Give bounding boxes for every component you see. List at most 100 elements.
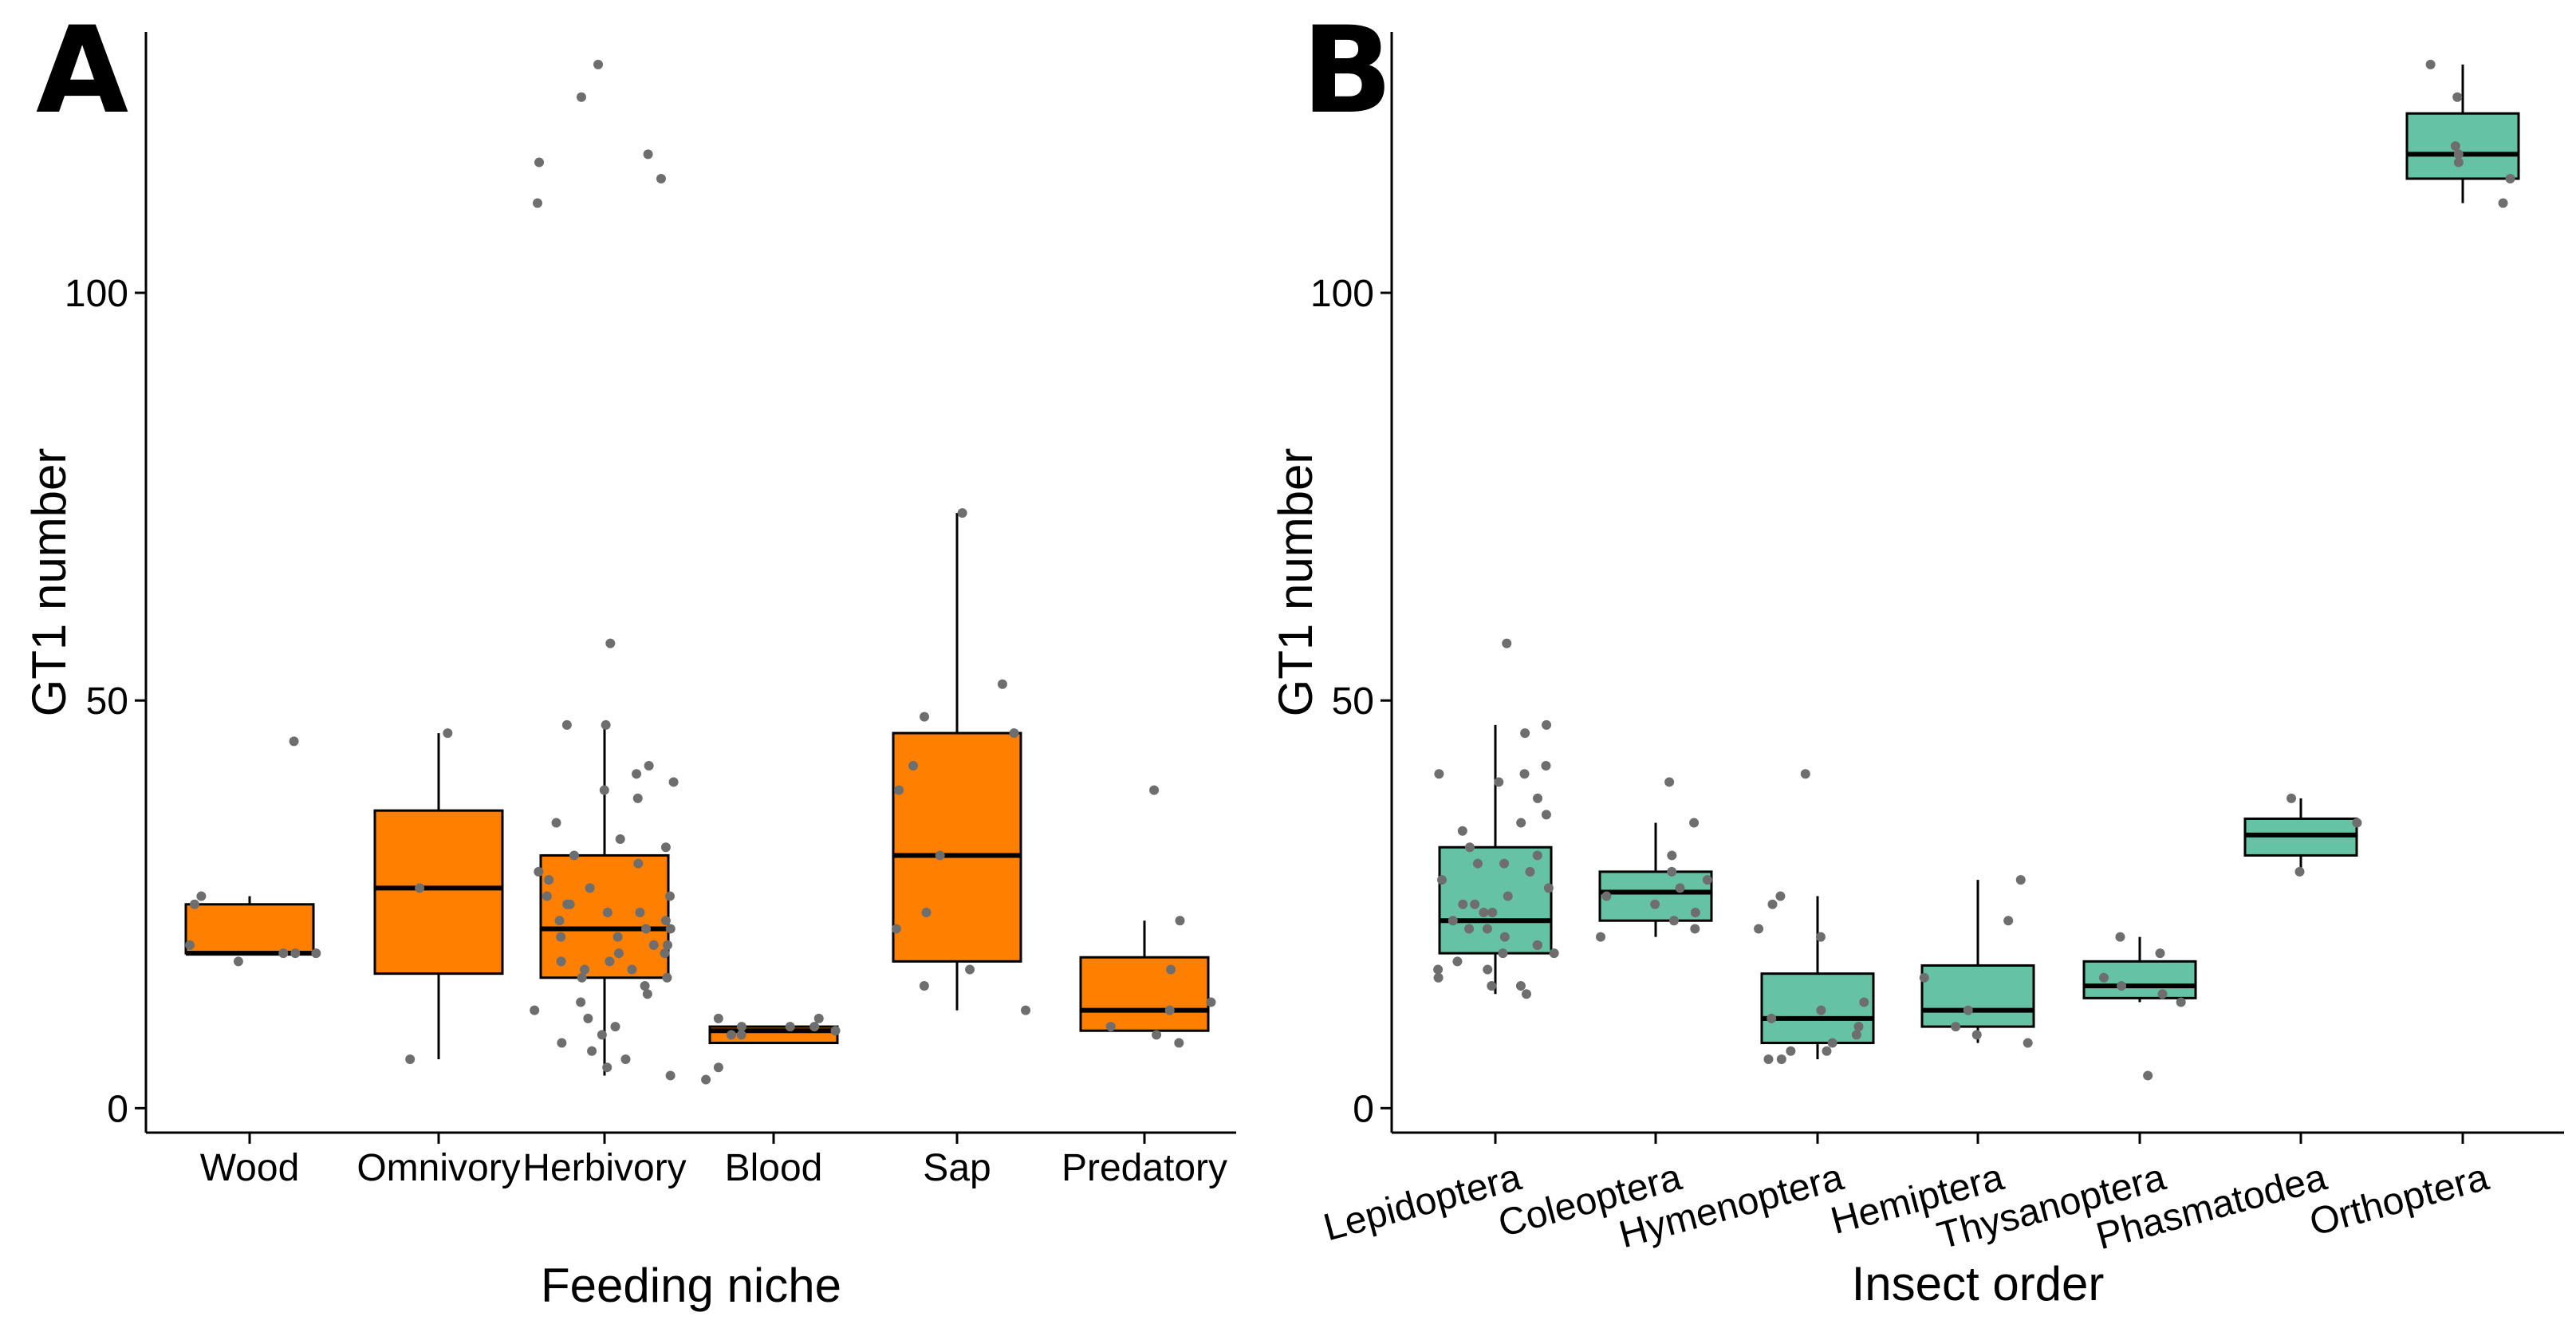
data-point (1502, 638, 1512, 648)
data-point (1754, 924, 1764, 934)
data-point (648, 940, 659, 950)
data-point (736, 1022, 746, 1032)
panel-b: B 0 50 100 GT1 number Insect order Lepidoptera… (1269, 2, 2564, 1310)
y-tick-label: 100 (1310, 273, 1374, 315)
data-point (1543, 883, 1554, 893)
data-point (1596, 932, 1606, 942)
data-point (557, 1038, 567, 1048)
data-point (1166, 964, 1176, 975)
data-point (713, 1062, 723, 1073)
data-point (405, 1054, 416, 1064)
data-point (554, 916, 565, 926)
data-point (2098, 972, 2109, 983)
data-point (2453, 157, 2464, 168)
data-point (605, 956, 615, 967)
data-point (613, 948, 624, 959)
data-point (2294, 866, 2305, 877)
data-point (415, 883, 425, 893)
data-point (602, 908, 612, 917)
data-point (894, 785, 904, 795)
data-point (602, 1062, 612, 1073)
data-point (1815, 932, 1826, 942)
data-point (1667, 866, 1677, 877)
data-point (643, 149, 653, 160)
data-point (1816, 1005, 1826, 1015)
data-point (627, 964, 637, 975)
x-tick-label: Herbivory (522, 1147, 686, 1189)
x-tick-label: Sap (923, 1147, 991, 1189)
data-point (620, 1054, 631, 1064)
data-point (1483, 964, 1493, 975)
data-point (605, 638, 616, 648)
box-orthoptera (2405, 112, 2520, 180)
data-point (1541, 761, 1551, 771)
data-point (534, 866, 544, 877)
data-point (1919, 972, 1929, 983)
data-point (1149, 785, 1160, 795)
panel-label: A (36, 2, 128, 140)
data-point (1458, 899, 1468, 909)
data-point (610, 1022, 620, 1032)
data-point (1549, 948, 1559, 959)
data-point (1448, 916, 1458, 926)
data-point (640, 981, 650, 991)
data-point (1433, 972, 1444, 983)
data-point (1668, 916, 1679, 926)
data-point (642, 989, 652, 999)
x-tick-label: Lepidoptera (1319, 1156, 1526, 1249)
data-point (660, 842, 671, 853)
data-point (633, 858, 644, 869)
data-point (580, 964, 590, 975)
data-point (561, 719, 572, 730)
data-point (530, 1005, 540, 1015)
data-point (660, 948, 670, 959)
box-sap (892, 731, 1022, 963)
data-point (1494, 777, 1504, 787)
data-point (601, 719, 611, 730)
data-point (644, 761, 654, 771)
data-point (1498, 948, 1508, 959)
data-point (957, 508, 967, 518)
data-point (701, 1074, 711, 1085)
data-point (1499, 932, 1510, 942)
data-point (1853, 1022, 1864, 1032)
data-point (908, 761, 919, 771)
x-tick-label: Orthoptera (2305, 1156, 2493, 1244)
data-point (2286, 793, 2297, 803)
data-point (289, 736, 299, 747)
box-thysanoptera (2082, 960, 2197, 999)
data-point (665, 1070, 676, 1081)
box-predatory (1079, 956, 1210, 1032)
data-point (1971, 1030, 1982, 1040)
data-point (290, 948, 301, 959)
data-point (1152, 1030, 1162, 1040)
data-point (189, 899, 199, 909)
data-point (1479, 908, 1489, 917)
data-point (2452, 92, 2463, 102)
data-point (1822, 1046, 1832, 1056)
box-omnivory (373, 809, 504, 975)
data-point (2117, 981, 2127, 991)
data-point (1763, 1054, 1774, 1064)
panel-label: B (1302, 2, 1392, 140)
data-point (1664, 777, 1675, 787)
data-point (1482, 924, 1492, 934)
data-point (2352, 818, 2362, 828)
data-point (576, 997, 586, 1007)
data-point (1437, 875, 1448, 885)
data-point (569, 850, 579, 861)
data-point (597, 1030, 607, 1040)
data-point (542, 891, 552, 901)
data-point (919, 981, 929, 991)
data-point (1434, 769, 1444, 779)
data-point (1520, 728, 1530, 739)
data-point (1472, 858, 1483, 869)
data-point (1827, 1038, 1837, 1048)
data-point (599, 785, 609, 795)
data-point (1533, 793, 1543, 803)
data-point (1105, 1022, 1116, 1032)
data-point (233, 956, 243, 967)
data-point (1433, 964, 1444, 975)
